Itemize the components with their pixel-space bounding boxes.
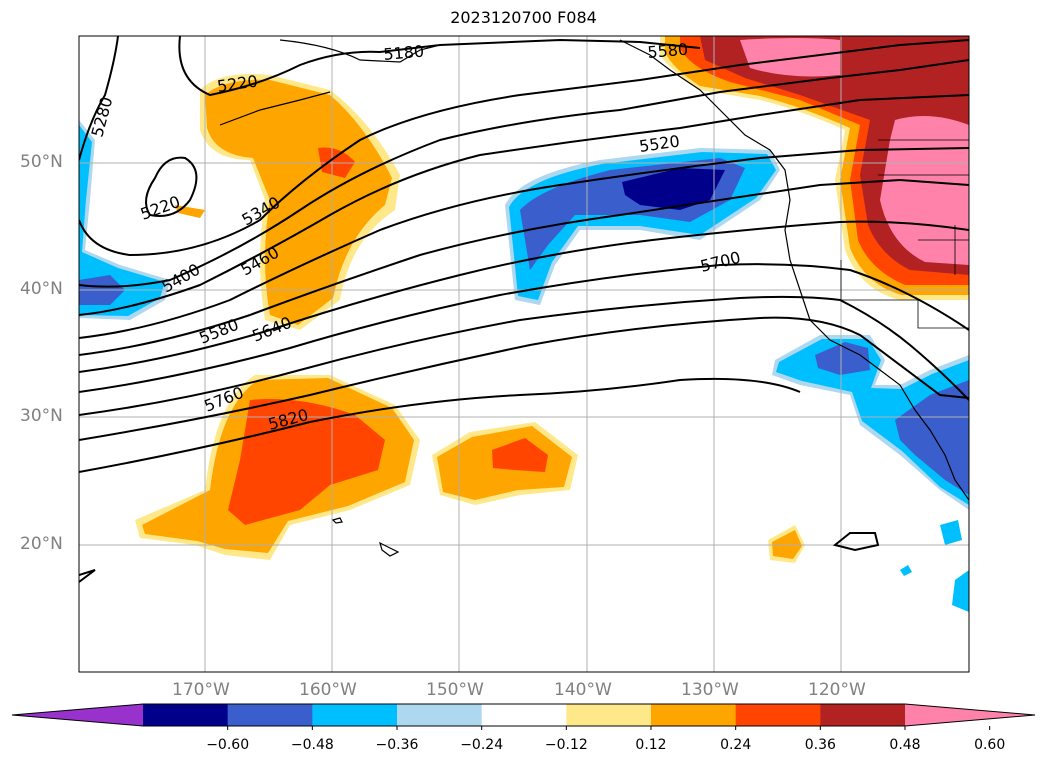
lon-label: 140°W <box>554 680 612 700</box>
lat-label: 40°N <box>20 279 63 299</box>
colorbar-extend-max <box>905 704 1035 726</box>
map-fill-layer <box>79 36 969 612</box>
colorbar-tick-label: 0.60 <box>974 737 1006 753</box>
lat-label: 30°N <box>20 406 63 426</box>
colorbar-segment <box>227 704 313 726</box>
lon-label: 160°W <box>299 680 357 700</box>
colorbar-segment <box>651 704 737 726</box>
contour-label: 5580 <box>196 315 241 348</box>
lon-label: 120°W <box>808 680 866 700</box>
colorbar-tick-label: −0.24 <box>460 737 504 753</box>
lat-label: 50°N <box>20 152 63 172</box>
lat-label: 20°N <box>20 534 63 554</box>
colorbar-tick-label: 0.24 <box>720 737 752 753</box>
contour-labels: 5280 5220 5180 5220 5340 5400 5460 5520 … <box>88 40 743 434</box>
colorbar-tick-label: −0.12 <box>544 737 588 753</box>
colorbar-segment <box>481 704 567 726</box>
colorbar-tick-label: −0.48 <box>290 737 334 753</box>
colorbar-tick-label: 0.48 <box>889 737 921 753</box>
colorbar-segment <box>143 704 229 726</box>
graticule <box>79 36 969 672</box>
contour-label: 5180 <box>383 42 425 64</box>
lon-label: 170°W <box>172 680 230 700</box>
map-title: 2023120700 F084 <box>450 8 597 27</box>
lon-label: 150°W <box>426 680 484 700</box>
colorbar <box>11 703 1036 730</box>
colorbar-segment <box>735 704 821 726</box>
contour-label: 5700 <box>698 248 742 276</box>
height-contours <box>79 36 969 473</box>
contour-label: 5580 <box>647 40 689 62</box>
colorbar-segment <box>566 704 652 726</box>
colorbar-extend-min <box>12 704 143 726</box>
lon-label: 130°W <box>681 680 739 700</box>
colorbar-segment <box>820 704 906 726</box>
colorbar-segment <box>312 704 398 726</box>
map-frame <box>78 35 970 673</box>
colorbar-tick-label: −0.60 <box>206 737 250 753</box>
colorbar-tick-label: 0.12 <box>635 737 667 753</box>
colorbar-tick-label: 0.36 <box>804 737 836 753</box>
colorbar-tick-label: −0.36 <box>375 737 419 753</box>
contour-label: 5220 <box>138 192 183 224</box>
colorbar-segment <box>397 704 483 726</box>
